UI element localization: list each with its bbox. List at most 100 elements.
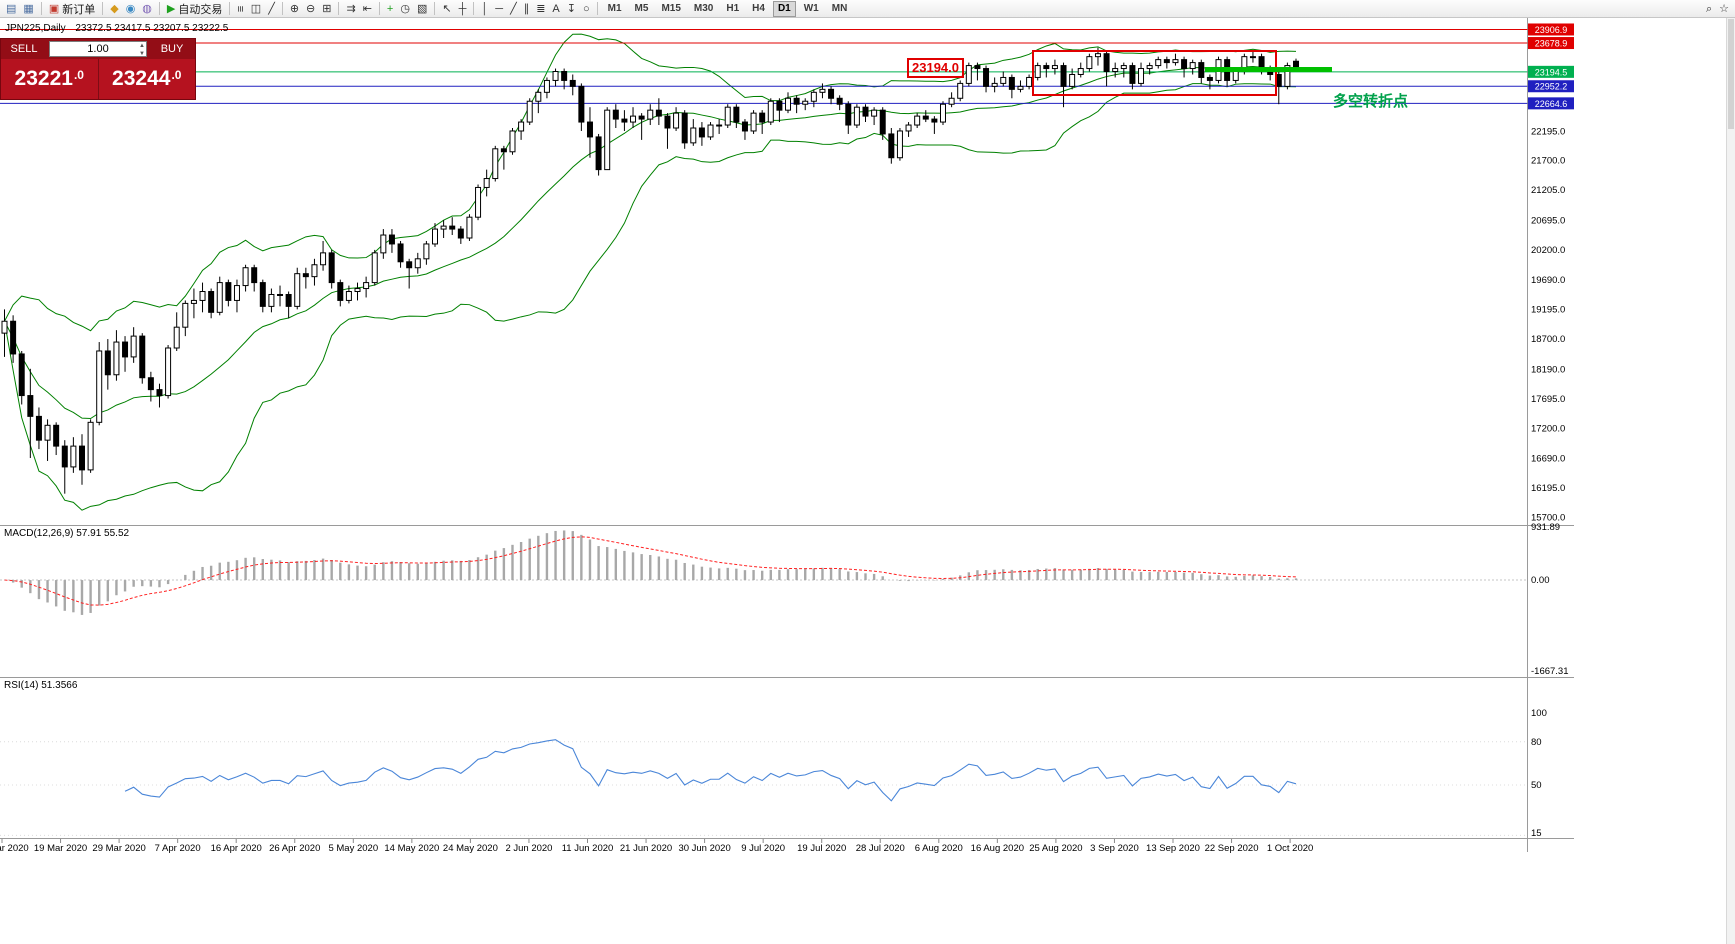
date-axis-label: 19 Jul 2020: [797, 843, 846, 854]
price-axis-label: 21205.0: [1531, 185, 1565, 196]
templates-icon[interactable]: ▧: [414, 1, 430, 17]
chart-profiles-icon[interactable]: ▦: [20, 1, 36, 17]
quick-search-icon[interactable]: ⌕: [1703, 1, 1715, 17]
candle-body: [1129, 65, 1136, 84]
text-icon[interactable]: A: [549, 1, 562, 17]
volume-field[interactable]: 1.00 ▲ ▼: [49, 41, 147, 57]
tile-windows-icon[interactable]: ⊞: [319, 1, 334, 17]
channel-icon[interactable]: ∥: [521, 1, 533, 17]
candle-body: [199, 291, 206, 301]
arrows-icon[interactable]: ↧: [564, 1, 579, 17]
price-tag: [1528, 80, 1574, 93]
vertical-line-icon[interactable]: │: [478, 1, 491, 17]
candle-body: [1120, 65, 1127, 70]
timeframe-mn[interactable]: MN: [831, 2, 848, 14]
candle-body: [35, 415, 42, 441]
timeframe-m1[interactable]: M1: [607, 2, 622, 14]
candle-body: [492, 148, 499, 180]
crosshair-icon[interactable]: ┼: [456, 1, 470, 17]
candle-body: [750, 112, 757, 132]
buy-button[interactable]: BUY: [160, 43, 184, 55]
zoom-in-icon[interactable]: ⊕: [287, 1, 302, 17]
timeframe-d1[interactable]: D1: [772, 0, 796, 17]
support-highlight-line[interactable]: [1205, 67, 1332, 72]
consolidation-rectangle[interactable]: [1032, 50, 1277, 96]
candle-body: [156, 389, 163, 397]
timeframe-w1[interactable]: W1: [803, 2, 819, 14]
date-axis-label: 13 Sep 2020: [1146, 843, 1200, 854]
candle-body: [285, 293, 292, 307]
rsi-line: [124, 739, 1297, 802]
fibonacci-icon[interactable]: ≣: [533, 1, 548, 17]
date-axis-label: 19 Mar 2020: [34, 843, 87, 854]
toolbar-separator: [596, 2, 598, 15]
auto-scroll-icon[interactable]: ⇉: [343, 1, 358, 17]
price-axis-label: 16195.0: [1531, 483, 1565, 494]
volume-spinner[interactable]: ▲ ▼: [139, 42, 145, 58]
candle-body: [182, 302, 189, 328]
cursor-icon[interactable]: ↖: [439, 1, 454, 17]
candle-body: [896, 130, 903, 159]
periods-icon[interactable]: ◷: [397, 1, 413, 17]
candle-body: [449, 225, 456, 230]
candle-body: [1103, 53, 1110, 73]
sell-button[interactable]: SELL: [10, 43, 38, 55]
candle-body: [957, 82, 964, 99]
candle-body: [1069, 73, 1076, 87]
chart-shift-icon[interactable]: ⇤: [360, 1, 375, 17]
spin-up-icon[interactable]: ▲: [139, 43, 145, 49]
autotrading-button[interactable]: ▶ 自动交易: [164, 1, 225, 17]
scrollbar-thumb[interactable]: [1728, 19, 1734, 129]
candle-body: [785, 97, 792, 111]
candle-body: [526, 100, 533, 123]
candle-body: [853, 106, 860, 126]
alerts-icon[interactable]: ◆: [107, 1, 121, 17]
vertical-scrollbar[interactable]: [1726, 18, 1735, 944]
candle-body: [414, 258, 421, 269]
candle-body: [1189, 62, 1196, 70]
timeframe-m30[interactable]: M30: [693, 2, 714, 14]
candle-body: [931, 118, 938, 123]
candle-body: [208, 291, 215, 313]
market-watch-icon: ◉: [125, 2, 136, 15]
new-order-button[interactable]: ▣ 新订单: [46, 1, 98, 17]
candlestick-chart-icon[interactable]: ◫: [248, 1, 264, 17]
date-axis-label: 25 Aug 2020: [1029, 843, 1082, 854]
candle-body: [233, 285, 240, 301]
sell-price-frac: .0: [73, 67, 84, 82]
trendline-icon[interactable]: ╱: [507, 1, 520, 17]
shapes-icon[interactable]: ○: [580, 1, 593, 17]
new-chart-icon[interactable]: ▤: [3, 1, 19, 17]
price-axis-label: 18190.0: [1531, 364, 1565, 375]
indicators-icon[interactable]: +: [384, 1, 396, 17]
line-chart-icon[interactable]: ╱: [265, 1, 278, 17]
candle-body: [905, 124, 912, 132]
macd-label: MACD(12,26,9) 57.91 55.52: [4, 528, 130, 539]
bollinger-lower-band: [4, 83, 1297, 511]
bollinger-upper-band: [4, 33, 1297, 332]
data-window-icon[interactable]: ◍: [139, 1, 155, 17]
timeframe-h4[interactable]: H4: [752, 2, 765, 14]
favorites-icon[interactable]: ☆: [1716, 1, 1732, 17]
price-tag: [1528, 23, 1574, 36]
candle-body: [500, 148, 507, 153]
bar-chart-icon[interactable]: ≡: [234, 1, 247, 17]
market-watch-icon[interactable]: ◉: [123, 1, 139, 17]
timeframe-m5[interactable]: M5: [634, 2, 649, 14]
candle-body: [225, 282, 232, 301]
autotrading-button-icon: ▶: [166, 2, 176, 15]
spin-down-icon[interactable]: ▼: [139, 51, 145, 57]
price-annotation-box[interactable]: 23194.0: [907, 58, 964, 78]
zoom-out-icon[interactable]: ⊖: [303, 1, 318, 17]
buy-price[interactable]: 23244 .0: [97, 59, 196, 99]
candle-body: [466, 216, 473, 239]
timeframe-m15[interactable]: M15: [661, 2, 681, 14]
horizontal-line-icon[interactable]: ─: [492, 1, 506, 17]
sell-price[interactable]: 23221 .0: [1, 59, 98, 99]
candle-body: [724, 106, 731, 126]
candle-body: [423, 243, 430, 260]
timeframe-h1[interactable]: H1: [726, 2, 740, 14]
price-axis-label: 19195.0: [1531, 305, 1565, 316]
price-tag: [1528, 37, 1574, 50]
